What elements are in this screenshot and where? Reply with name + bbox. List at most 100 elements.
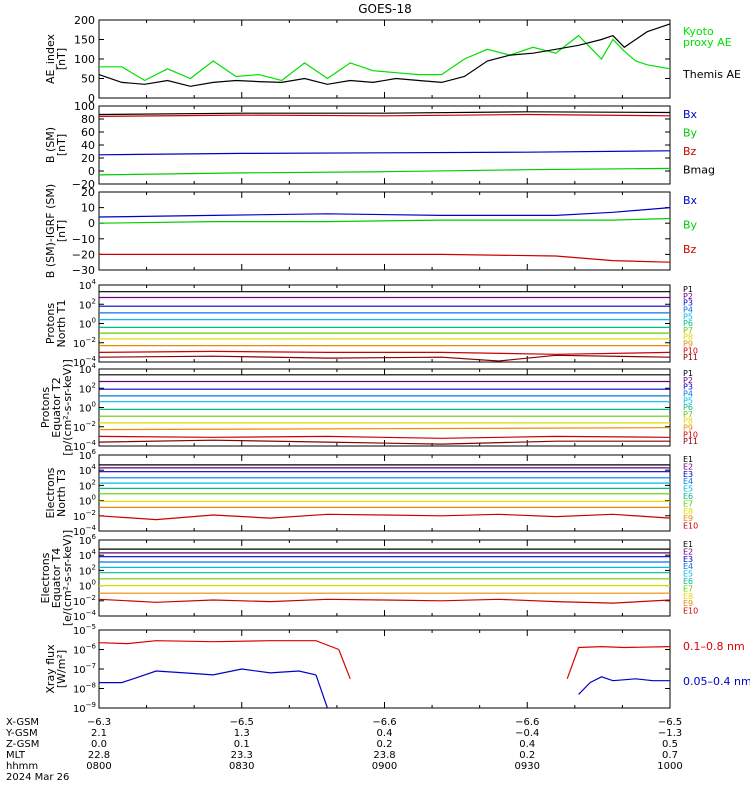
y-tick-label: 102	[79, 297, 96, 311]
y-tick-label: 100	[79, 579, 96, 593]
panel-bigrf: −30 −20 −10 0 10 20 B (SM)-IGRF (SM)[nT] Bx By Bz	[44, 184, 698, 278]
series-line-e10	[98, 513, 671, 521]
legend-label-p6: P6	[683, 403, 693, 412]
y-axis-label: Xray flux	[44, 644, 57, 694]
plot-date: 2024 Mar 26	[6, 772, 69, 783]
panel-frame	[98, 284, 671, 363]
y-axis-label: [W/m²]	[55, 650, 68, 688]
ephemeris-value: 2.1	[91, 728, 107, 739]
y-tick-label: 80	[81, 113, 95, 126]
y-tick-label: 100	[79, 317, 96, 331]
series-line-p11	[98, 439, 670, 445]
y-tick-label: 0	[88, 92, 95, 105]
legend-label-p5: P5	[683, 396, 693, 405]
series-line-themis-ae	[98, 23, 671, 87]
panel-frame	[98, 454, 671, 532]
y-tick-label: 102	[79, 563, 96, 577]
y-axis-label: North T1	[55, 300, 68, 348]
legend-label-e5: E5	[683, 570, 693, 579]
ephemeris-value: −6.5	[658, 717, 682, 728]
y-tick-label: 10−5	[73, 623, 96, 637]
y-axis-label: [nT]	[55, 48, 68, 70]
legend-label-bz: Bz	[683, 243, 697, 256]
legend-label-e1: E1	[683, 540, 693, 549]
ephemeris-row-label: hhmm	[6, 761, 38, 772]
y-tick-label: 20	[81, 152, 95, 165]
y-tick-label: 104	[79, 278, 97, 292]
legend-label-e2: E2	[683, 547, 693, 556]
ephemeris-value: 0800	[86, 761, 111, 772]
series-line-bx	[98, 207, 671, 218]
y-axis-label: Equator T4	[50, 548, 63, 608]
legend-label-p8: P8	[683, 417, 693, 426]
series-line-bz	[98, 113, 671, 117]
y-tick-label: 10−2	[73, 594, 96, 608]
y-tick-label: 104	[79, 548, 97, 562]
y-tick-label: 106	[79, 533, 97, 547]
legend-label-bx: Bx	[683, 108, 698, 121]
legend-label-p1: P1	[683, 285, 693, 294]
ephemeris-value: 0.0	[91, 739, 107, 750]
legend-label-p4: P4	[683, 389, 693, 398]
legend-label-e6: E6	[683, 492, 693, 501]
y-tick-label: 100	[74, 100, 95, 113]
y-axis-label: [nT]	[55, 134, 68, 156]
y-tick-label: 10−2	[73, 420, 96, 434]
legend-label-kyoto-proxy-ae: Kyoto	[683, 25, 714, 38]
legend-label-0-1-0-8-nm: 0.1–0.8 nm	[683, 640, 745, 653]
ephemeris-value: 0.7	[662, 750, 678, 761]
ephemeris-row-label: MLT	[6, 750, 26, 761]
y-tick-label: 106	[79, 448, 97, 462]
ephemeris-value: 0830	[229, 761, 254, 772]
legend-label-p7: P7	[683, 326, 693, 335]
legend-label-kyoto-proxy-ae: proxy AE	[683, 36, 732, 49]
y-tick-label: −20	[72, 178, 95, 191]
ephemeris-value: 1000	[657, 761, 682, 772]
ephemeris-value: 23.3	[231, 750, 253, 761]
ephemeris-table: X-GSM −6.3 −6.5 −6.6 −6.6 −6.5Y-GSM 2.1 1.3 0.4−…	[5, 717, 683, 783]
y-tick-label: 10−7	[73, 662, 96, 676]
legend-label-p5: P5	[683, 312, 693, 321]
legend-label-e5: E5	[683, 485, 693, 494]
panel-frame	[98, 19, 671, 99]
y-tick-label: 102	[79, 478, 96, 492]
y-tick-label: 10−8	[73, 682, 96, 696]
y-tick-label: 10−4	[73, 609, 97, 623]
legend-label-e9: E9	[683, 599, 693, 608]
y-axis-label: Electrons	[44, 467, 57, 518]
legend-label-e10: E10	[683, 522, 698, 531]
y-axis-label: [nT]	[55, 220, 68, 242]
legend-label-e1: E1	[683, 455, 693, 464]
y-axis-label: AE_index	[44, 33, 57, 84]
y-tick-label: 60	[81, 126, 95, 139]
legend-label-e6: E6	[683, 577, 693, 586]
panel-frame	[98, 368, 671, 447]
legend-label-p1: P1	[683, 369, 693, 378]
y-tick-label: 104	[79, 362, 97, 376]
y-tick-label: 100	[79, 401, 96, 415]
ephemeris-value: 23.8	[373, 750, 395, 761]
series-line-0-1-0-8-nm	[566, 645, 671, 680]
y-tick-label: 50	[81, 73, 95, 86]
y-tick-label: 10−4	[73, 524, 97, 538]
y-tick-label: 0	[88, 165, 95, 178]
y-axis-label: [p/(cm²-s-sr-keV)]	[61, 359, 74, 456]
legend-label-e4: E4	[683, 562, 693, 571]
series-line-p10	[98, 435, 671, 439]
legend-label-0-05-0-4-nm: 0.05–0.4 nm	[683, 675, 750, 688]
y-axis-label: [e/(cm²-s-sr-keV)]	[61, 530, 74, 626]
legend-label-p7: P7	[683, 410, 693, 419]
y-tick-label: 10−2	[73, 336, 96, 350]
ephemeris-row-label: X-GSM	[6, 717, 39, 728]
y-tick-label: 40	[81, 139, 95, 152]
series-line-bmag	[98, 111, 671, 116]
ephemeris-row-label: Y-GSM	[5, 728, 38, 739]
legend-label-p9: P9	[683, 424, 693, 433]
legend-label-p10: P10	[683, 346, 698, 355]
legend-label-p3: P3	[683, 299, 693, 308]
y-tick-label: −30	[72, 264, 95, 277]
